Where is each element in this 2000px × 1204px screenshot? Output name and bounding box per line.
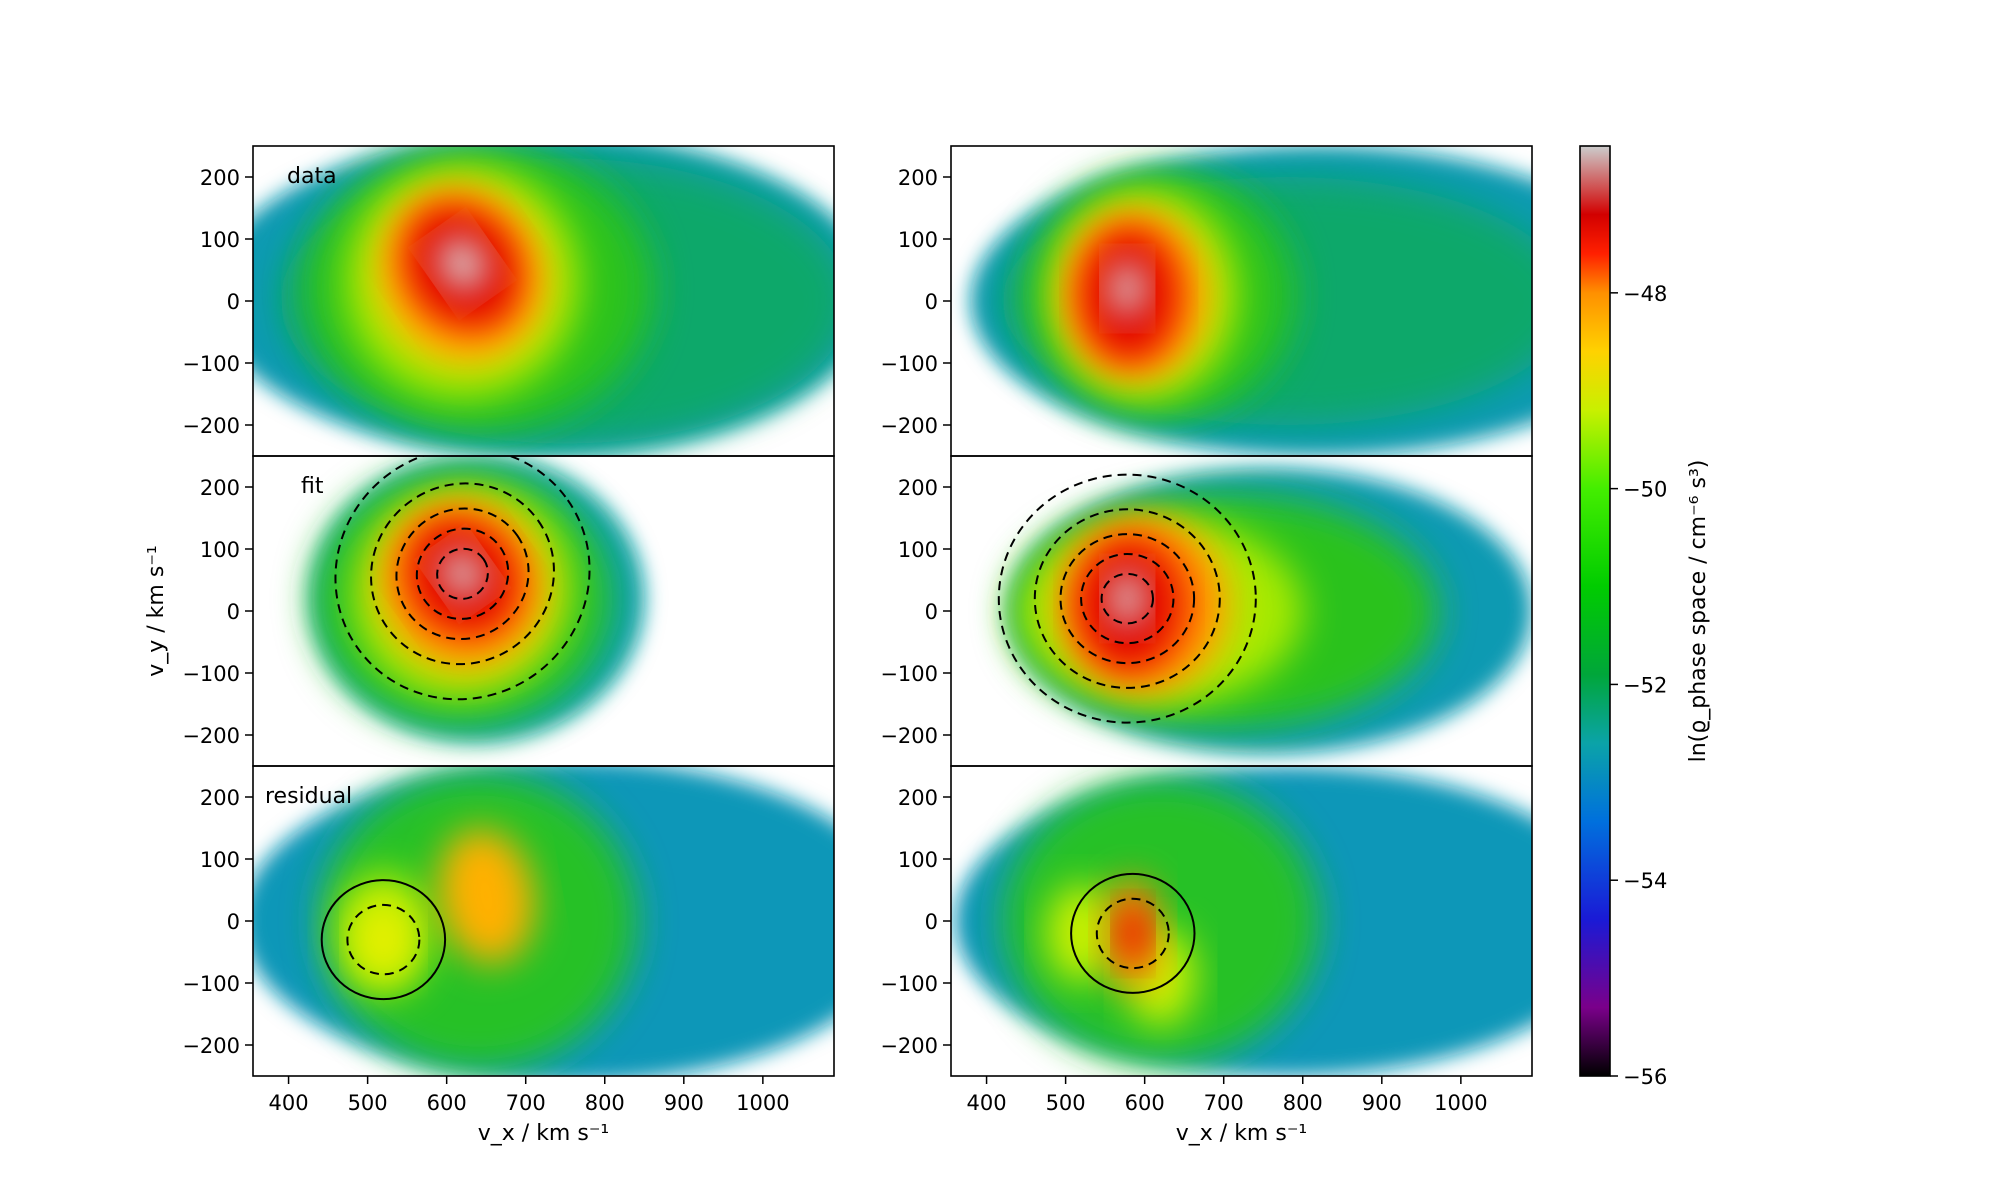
x-tick-label: 700 [1204, 1091, 1244, 1115]
density-level [1109, 570, 1145, 627]
heatmap-panel-col1-row0 [951, 146, 1532, 456]
y-tick-label: 200 [898, 166, 938, 190]
y-tick-label: 100 [200, 228, 240, 252]
colorbar-tick-label: −54 [1623, 869, 1667, 893]
colorbar-tick-label: −52 [1623, 673, 1667, 697]
density-level [1002, 778, 1319, 1064]
contour-line [1070, 872, 1196, 994]
y-tick-label: 0 [227, 910, 240, 934]
density-level [440, 550, 485, 598]
x-tick-label: 800 [585, 1091, 625, 1115]
contour-line [1059, 533, 1196, 665]
heatmap-panel-residual [253, 766, 834, 1076]
x-axis-label: v_x / km s⁻¹ [478, 1121, 610, 1146]
y-tick-label: 200 [898, 786, 938, 810]
density-level [438, 237, 487, 290]
y-tick-label: 0 [227, 600, 240, 624]
y-tick-label: −200 [182, 1034, 240, 1058]
x-tick-label: 800 [1283, 1091, 1323, 1115]
panel-label: fit [301, 474, 324, 499]
panel-label: data [287, 164, 337, 189]
x-tick-label: 1000 [1434, 1091, 1487, 1115]
x-tick-label: 600 [1125, 1091, 1165, 1115]
contour-line [395, 507, 530, 641]
contour-line [997, 473, 1257, 724]
x-tick-label: 700 [506, 1091, 546, 1115]
y-tick-label: 100 [200, 848, 240, 872]
density-level [438, 828, 535, 964]
heatmap-panel-fit [253, 456, 834, 766]
contour-line [1100, 572, 1155, 625]
y-tick-label: 200 [200, 786, 240, 810]
y-tick-label: −100 [182, 972, 240, 996]
y-tick-label: 200 [200, 476, 240, 500]
contour-line [370, 482, 555, 666]
y-tick-label: 100 [898, 538, 938, 562]
y-tick-label: −100 [182, 352, 240, 376]
y-tick-label: −200 [880, 1034, 938, 1058]
density-level [355, 902, 412, 977]
heatmap-panel-col1-row1 [951, 456, 1532, 766]
y-tick-label: 200 [200, 166, 240, 190]
y-tick-label: 0 [925, 910, 938, 934]
y-tick-label: −200 [880, 724, 938, 748]
contour-line [415, 527, 510, 620]
x-tick-label: 400 [269, 1091, 309, 1115]
x-tick-label: 500 [1046, 1091, 1086, 1115]
contour-line [1080, 553, 1175, 645]
x-tick-label: 500 [348, 1091, 388, 1115]
contour-line [436, 547, 489, 600]
y-tick-label: −100 [182, 662, 240, 686]
x-axis-label: v_x / km s⁻¹ [1176, 1121, 1308, 1146]
x-tick-label: 1000 [736, 1091, 789, 1115]
x-tick-label: 600 [427, 1091, 467, 1115]
contour-line [1095, 897, 1170, 970]
x-tick-label: 900 [1362, 1091, 1402, 1115]
x-tick-label: 900 [664, 1091, 704, 1115]
density-level [1045, 883, 1117, 984]
y-axis-label: v_y / km s⁻¹ [144, 545, 169, 677]
y-tick-label: 100 [898, 228, 938, 252]
colorbar-tick-label: −50 [1623, 478, 1667, 502]
y-tick-label: 100 [898, 848, 938, 872]
y-tick-label: −100 [880, 972, 938, 996]
y-tick-label: −200 [182, 414, 240, 438]
colorbar-tick-label: −48 [1623, 282, 1667, 306]
x-tick-label: 400 [967, 1091, 1007, 1115]
y-tick-label: 0 [227, 290, 240, 314]
y-tick-label: −200 [880, 414, 938, 438]
density-level [1118, 905, 1148, 962]
y-tick-label: 0 [925, 600, 938, 624]
y-tick-label: −100 [880, 352, 938, 376]
colorbar-label: ln(ϱ_phase space / cm⁻⁶ s³) [1686, 460, 1711, 763]
y-tick-label: 0 [925, 290, 938, 314]
contour-line [346, 903, 421, 976]
heatmap-panel-data [253, 146, 834, 456]
y-tick-label: 100 [200, 538, 240, 562]
contour-line [1033, 508, 1221, 689]
y-tick-label: 200 [898, 476, 938, 500]
colorbar [1579, 145, 1611, 1077]
y-tick-label: −200 [182, 724, 240, 748]
heatmap-panel-col1-row2 [951, 766, 1532, 1076]
contour-line [334, 456, 591, 701]
y-tick-label: −100 [880, 662, 938, 686]
colorbar-tick-label: −56 [1623, 1065, 1667, 1089]
density-level [1109, 260, 1145, 317]
panel-label: residual [265, 784, 352, 809]
contour-line [320, 879, 447, 1001]
